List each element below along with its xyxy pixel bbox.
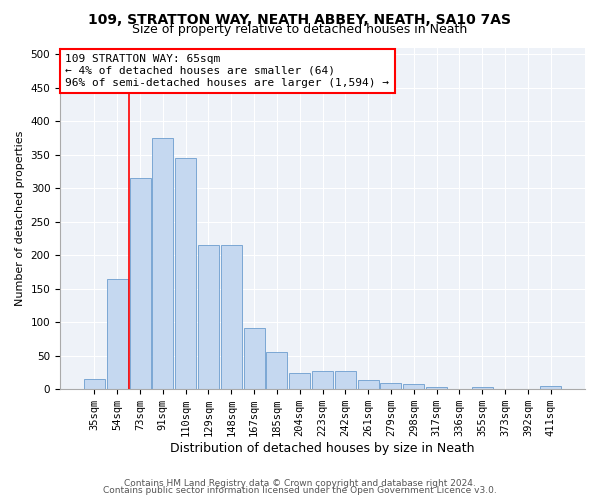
Bar	[335, 371, 356, 389]
Text: 109, STRATTON WAY, NEATH ABBEY, NEATH, SA10 7AS: 109, STRATTON WAY, NEATH ABBEY, NEATH, S…	[89, 12, 511, 26]
Bar	[152, 138, 173, 389]
Bar	[244, 328, 265, 389]
Bar	[266, 352, 287, 389]
Bar	[289, 373, 310, 389]
Bar	[84, 379, 105, 389]
Text: Contains HM Land Registry data © Crown copyright and database right 2024.: Contains HM Land Registry data © Crown c…	[124, 478, 476, 488]
Bar	[403, 384, 424, 389]
Bar	[380, 382, 401, 389]
Text: Contains public sector information licensed under the Open Government Licence v3: Contains public sector information licen…	[103, 486, 497, 495]
Bar	[540, 386, 561, 389]
X-axis label: Distribution of detached houses by size in Neath: Distribution of detached houses by size …	[170, 442, 475, 455]
Text: Size of property relative to detached houses in Neath: Size of property relative to detached ho…	[133, 22, 467, 36]
Bar	[221, 245, 242, 389]
Bar	[130, 178, 151, 389]
Bar	[107, 278, 128, 389]
Bar	[198, 245, 219, 389]
Bar	[426, 386, 447, 389]
Text: 109 STRATTON WAY: 65sqm
← 4% of detached houses are smaller (64)
96% of semi-det: 109 STRATTON WAY: 65sqm ← 4% of detached…	[65, 54, 389, 88]
Bar	[472, 386, 493, 389]
Y-axis label: Number of detached properties: Number of detached properties	[15, 130, 25, 306]
Bar	[312, 371, 333, 389]
Bar	[175, 158, 196, 389]
Bar	[358, 380, 379, 389]
